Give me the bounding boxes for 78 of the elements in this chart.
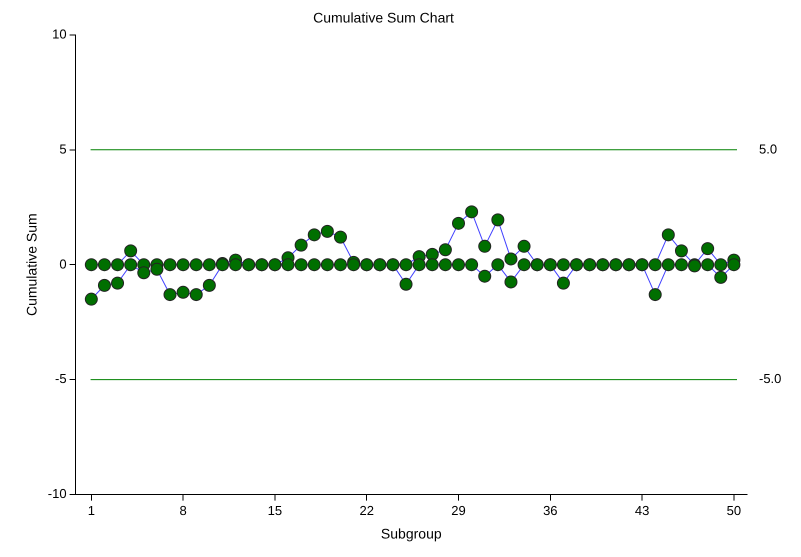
y-tick-label: -10 [48, 486, 67, 502]
point [164, 288, 177, 302]
point [518, 240, 531, 253]
x-tick-label: 15 [268, 502, 282, 518]
y-tick-label: -5 [55, 371, 67, 386]
point [84, 258, 98, 272]
point [727, 258, 740, 272]
x-tick-label: 36 [543, 502, 558, 518]
point [308, 228, 321, 242]
point [150, 262, 164, 276]
point [648, 288, 662, 302]
point [674, 258, 688, 272]
point [229, 258, 242, 272]
x-tick-label: 8 [180, 502, 187, 518]
point [294, 238, 308, 252]
point [98, 278, 111, 292]
point [308, 258, 321, 272]
x-tick-label: 43 [634, 502, 650, 518]
point [662, 258, 675, 272]
point [701, 258, 714, 272]
y-tick-label: 0 [59, 256, 67, 272]
point [111, 258, 124, 272]
point [190, 258, 203, 272]
point [701, 242, 714, 256]
point [438, 258, 452, 272]
point [282, 258, 295, 272]
point [164, 258, 177, 272]
ref-line-label: -5.0 [759, 371, 782, 386]
point [347, 258, 360, 272]
point [84, 292, 98, 306]
y-tick-label: 5 [59, 141, 67, 156]
point [124, 258, 138, 272]
x-tick-label: 22 [359, 502, 374, 518]
point [714, 258, 728, 272]
point [714, 270, 728, 284]
point [504, 275, 518, 288]
point [111, 276, 124, 290]
point [98, 258, 111, 272]
point [320, 258, 334, 272]
point [438, 243, 452, 256]
point [478, 270, 492, 283]
point [452, 216, 466, 230]
point [294, 258, 308, 272]
point [491, 258, 504, 272]
ref-line-label: 5.0 [759, 141, 778, 156]
point [556, 258, 570, 272]
point [648, 258, 662, 272]
point [518, 258, 531, 272]
x-tick-label: 1 [88, 502, 95, 518]
point [190, 288, 203, 302]
point [176, 258, 190, 272]
point [202, 258, 216, 272]
point [674, 244, 688, 258]
point [202, 278, 216, 292]
point [320, 224, 334, 238]
chart-title: Cumulative Sum Chart [313, 9, 454, 26]
point [465, 205, 478, 218]
point [426, 258, 439, 272]
point [491, 213, 504, 226]
point [504, 252, 518, 266]
x-tick-label: 50 [726, 502, 742, 518]
point [452, 258, 466, 272]
x-tick-label: 29 [451, 502, 466, 518]
point [478, 240, 492, 253]
y-axis-title: Cumulative Sum [23, 213, 40, 316]
point [412, 258, 426, 272]
point [400, 258, 413, 272]
point [334, 258, 347, 272]
point [176, 286, 190, 299]
point [662, 228, 675, 242]
point [334, 230, 347, 244]
x-axis-title: Subgroup [380, 525, 442, 542]
point [400, 278, 413, 291]
point [124, 244, 138, 258]
y-tick-label: 10 [52, 26, 67, 42]
point [556, 276, 570, 290]
point [137, 266, 150, 280]
point [465, 258, 478, 272]
